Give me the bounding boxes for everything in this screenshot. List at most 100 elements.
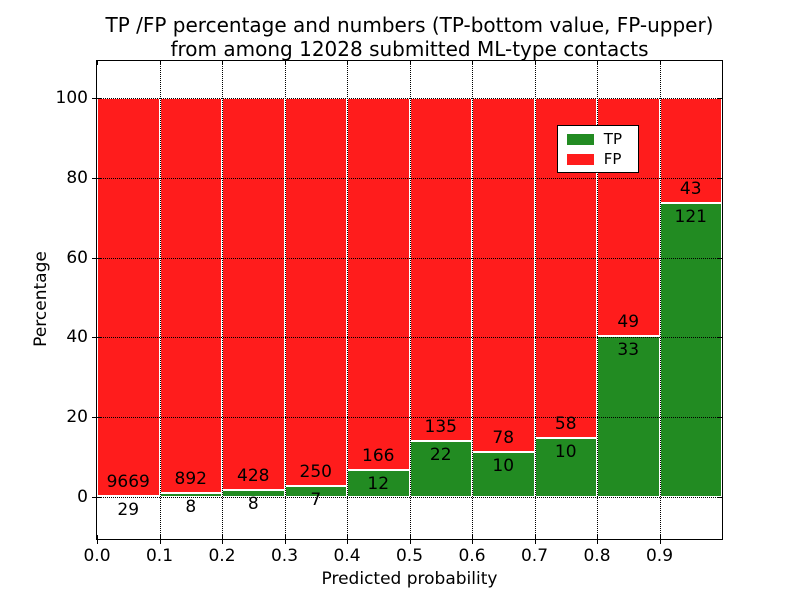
gridline-vertical (159, 61, 161, 539)
x-tick-label: 0.4 (333, 546, 361, 566)
x-tick-mark-top (347, 61, 348, 65)
legend-label-tp: TP (603, 130, 622, 148)
x-tick-mark-top (159, 61, 161, 65)
x-tick-mark (222, 535, 223, 544)
y-tick-mark (92, 417, 101, 419)
y-tick-label: 40 (66, 327, 88, 348)
fp-count-label: 49 (617, 312, 640, 333)
tp-count-label: 22 (429, 445, 452, 466)
legend-label-fp: FP (603, 150, 622, 168)
gridline-horizontal (97, 337, 722, 339)
tp-count-label: 12 (367, 474, 390, 495)
x-tick-mark-top (534, 61, 536, 65)
tp-bar-segment (534, 438, 597, 497)
x-tick-mark-top (284, 61, 286, 65)
x-tick-mark-top (659, 61, 661, 65)
tp-count-label: 8 (247, 493, 259, 514)
x-tick-mark-top (222, 61, 223, 65)
tp-bar-segment (597, 336, 660, 497)
gridline-vertical (659, 61, 661, 539)
x-tick-label: 0.1 (145, 546, 174, 566)
gridline-horizontal (97, 177, 722, 179)
x-tick-label: 0.5 (395, 546, 424, 566)
fp-count-label: 135 (424, 417, 457, 438)
bars-layer (97, 61, 722, 539)
y-tick-mark-right (718, 98, 722, 99)
x-tick-mark (597, 535, 598, 544)
gridline-horizontal (97, 257, 722, 259)
x-tick-label: 0.2 (208, 546, 236, 566)
tp-count-label: 33 (617, 340, 640, 361)
tp-count-label: 29 (117, 499, 140, 520)
fp-count-label: 892 (174, 469, 207, 490)
fp-count-label: 58 (554, 414, 577, 435)
tp-count-label: 121 (674, 206, 707, 227)
gridline-vertical (222, 61, 223, 539)
chart-title-line1: TP /FP percentage and numbers (TP-bottom… (105, 13, 714, 37)
tp-count-label: 7 (310, 490, 322, 511)
x-tick-label: 0.7 (520, 546, 549, 566)
x-tick-mark (347, 535, 348, 544)
fp-bar-segment (659, 98, 722, 203)
tp-bar-segment (659, 202, 722, 497)
x-tick-label: 0.0 (83, 546, 111, 566)
y-tick-mark (92, 257, 101, 259)
x-tick-label: 0.8 (583, 546, 611, 566)
y-tick-mark (92, 98, 101, 99)
ticks-layer (92, 61, 722, 544)
gridline-horizontal (97, 417, 722, 419)
legend-swatch-fp-icon (566, 153, 594, 165)
gridline-vertical (347, 61, 348, 539)
gridline-vertical (409, 61, 411, 539)
legend-item-tp: TP (566, 130, 622, 148)
gridline-vertical (534, 61, 536, 539)
x-tick-mark-top (597, 61, 598, 65)
tp-count-label: 8 (185, 497, 197, 518)
x-tick-mark (409, 535, 411, 544)
tp-count-label: 10 (554, 442, 577, 463)
y-tick-mark-right (718, 257, 722, 259)
fp-bar-segment (97, 98, 160, 496)
plot-area: 9669 29 892 8 428 8 250 7 166 12 135 22 78 10 58 10 49 33… (92, 60, 723, 544)
y-tick-mark (92, 177, 101, 179)
fp-bar-segment (284, 98, 347, 487)
x-tick-mark (97, 535, 98, 544)
chart-title-line2: from among 12028 submitted ML-type conta… (170, 37, 649, 61)
x-tick-label: 0.9 (645, 546, 674, 566)
x-tick-mark (284, 535, 286, 544)
y-tick-mark-right (718, 177, 722, 179)
fp-bar-segment (347, 98, 410, 471)
fp-count-label: 43 (679, 178, 702, 199)
fp-count-label: 78 (492, 427, 515, 448)
fp-count-label: 250 (299, 462, 332, 483)
gridline-horizontal (97, 497, 722, 498)
tp-bar-segment (472, 451, 535, 497)
tp-count-label: 10 (492, 455, 515, 476)
y-tick-mark (92, 497, 101, 498)
x-tick-mark (659, 535, 661, 544)
y-tick-label: 100 (55, 88, 88, 108)
fp-bar-segment (222, 98, 285, 490)
x-tick-mark-top (409, 61, 411, 65)
tp-bar-segment (347, 470, 410, 497)
y-tick-label: 0 (77, 487, 88, 507)
y-tick-mark (92, 337, 101, 339)
x-tick-label: 0.3 (270, 546, 299, 566)
annotations-layer: 9669 29 892 8 428 8 250 7 166 12 135 22 78 10 58 10 49 33… (97, 61, 722, 539)
tp-bar-segment (409, 441, 472, 497)
y-tick-label: 20 (66, 407, 88, 428)
gridline-vertical (284, 61, 286, 539)
fp-bar-segment (472, 98, 535, 452)
legend-item-fp: FP (566, 150, 622, 168)
legend: TP FP (556, 125, 639, 173)
fp-count-label: 166 (362, 446, 395, 467)
fp-count-label: 9669 (106, 471, 150, 492)
fp-count-label: 428 (237, 465, 270, 486)
y-tick-mark-right (718, 497, 722, 498)
y-tick-label: 60 (66, 247, 88, 268)
x-tick-mark (159, 535, 161, 544)
grid-layer (97, 61, 722, 539)
gridline-vertical (597, 61, 598, 539)
x-tick-label: 0.6 (458, 546, 486, 566)
